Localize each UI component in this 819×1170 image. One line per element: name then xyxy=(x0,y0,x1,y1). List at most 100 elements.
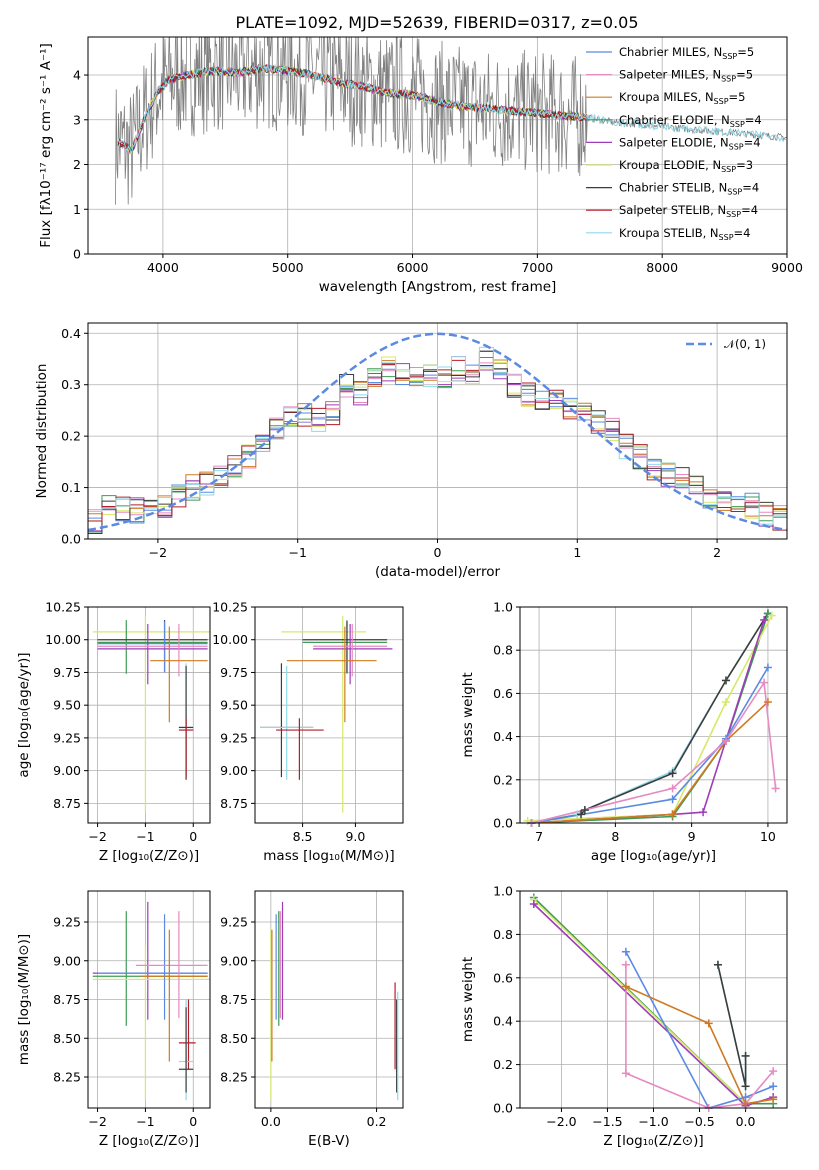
massweight-vs-age-plot-area xyxy=(527,613,777,823)
x-tick-label: −1.5 xyxy=(592,1114,622,1129)
x-tick-label: 4000 xyxy=(147,260,179,275)
x-tick-label: 9000 xyxy=(771,260,803,275)
mass-weight-line xyxy=(717,964,747,1087)
massweight-vs-Z-frame xyxy=(519,890,788,1109)
mass-vs-EBV-frame xyxy=(254,890,404,1109)
legend-entry: Chabrier ELODIE, NSSP=4 xyxy=(619,113,762,129)
legend-entry: Salpeter MILES, NSSP=5 xyxy=(619,68,753,84)
legend-nssp: =4 xyxy=(745,113,762,127)
model-spectrum-line xyxy=(117,63,787,155)
spectrum-frame xyxy=(87,36,788,255)
spectrum-legend: Chabrier MILES, NSSP=5 Salpeter MILES, NS… xyxy=(586,45,762,242)
y-tick-label: 0.4 xyxy=(493,1014,513,1029)
y-tick-label: 0.4 xyxy=(61,326,81,341)
y-axis-label: mass weight xyxy=(460,672,476,757)
massweight-vs-age-panel: 7 8 9 10 0.0 0.2 0.4 0.6 0.8 1.0 age [log₁₀(age/yr… xyxy=(460,600,788,864)
y-tick-label: 0.8 xyxy=(493,927,513,942)
massweight-vs-Z-panel: −2.0 −1.5 −1.0 −0.5 0.0 0.0 0.2 0.4 0.6 0.8 1.0 Z [… xyxy=(460,884,788,1149)
y-tick-label: 9.75 xyxy=(53,665,81,680)
y-tick-label: 9.25 xyxy=(53,915,81,930)
legend-nssp: =5 xyxy=(736,68,753,82)
x-axis-label: (data-model)/error xyxy=(375,564,501,580)
x-tick-label: −0.5 xyxy=(684,1114,714,1129)
x-tick-label: −1 xyxy=(136,829,154,844)
y-tick-label: 9.00 xyxy=(220,953,248,968)
legend-subscript: SSP xyxy=(721,165,736,174)
mass-vs-Z-plot-area xyxy=(92,901,210,1101)
x-tick-label: −2.0 xyxy=(546,1114,576,1129)
y-tick-label: 0 xyxy=(73,247,81,262)
y-tick-label: 0.2 xyxy=(493,772,513,787)
residuals-plot-area xyxy=(88,332,787,539)
mass-vs-EBV-panel: 0.0 0.2 8.25 8.50 8.75 9.00 9.25 E(B-V) xyxy=(220,890,404,1149)
legend-nssp: =4 xyxy=(734,226,751,240)
y-tick-label: 8.75 xyxy=(220,992,248,1007)
y-tick-label: 9.25 xyxy=(220,915,248,930)
x-axis-label: Z [log₁₀(Z/Z⊙)] xyxy=(99,1133,199,1149)
x-tick-label: 0 xyxy=(434,545,442,560)
spectrum-panel: 4000 5000 6000 7000 8000 9000 0 1 2 3 4 wavelength … xyxy=(38,36,803,295)
y-tick-label: 10.00 xyxy=(45,632,81,647)
age-vs-mass-plot-area xyxy=(260,616,393,813)
x-axis-label: E(B-V) xyxy=(308,1133,350,1149)
y-tick-label: 8.75 xyxy=(220,796,248,811)
y-tick-label: 9.25 xyxy=(53,730,81,745)
x-tick-label: 6000 xyxy=(397,260,429,275)
y-tick-label: 10.00 xyxy=(212,632,248,647)
x-tick-label: −2 xyxy=(88,829,106,844)
x-tick-label: −2 xyxy=(149,545,167,560)
x-tick-label: −1 xyxy=(136,1114,154,1129)
x-tick-label: 5000 xyxy=(272,260,304,275)
y-tick-label: 10.25 xyxy=(212,600,248,615)
x-tick-label: 10 xyxy=(760,829,776,844)
residuals-panel: −2 −1 0 1 2 0.0 0.1 0.2 0.3 0.4 (data-model)/error… xyxy=(34,322,788,580)
x-tick-label: −1.0 xyxy=(638,1114,668,1129)
y-tick-label: 8.50 xyxy=(53,1031,81,1046)
x-tick-label: 0.2 xyxy=(367,1114,387,1129)
mass-weight-line xyxy=(625,951,774,1108)
spectrum-plot-area xyxy=(115,37,787,205)
y-tick-label: 9.50 xyxy=(220,698,248,713)
y-tick-label: 9.25 xyxy=(220,730,248,745)
y-tick-label: 1.0 xyxy=(493,600,513,615)
y-tick-label: 0.0 xyxy=(61,532,81,547)
y-tick-label: 0.3 xyxy=(61,377,81,392)
x-tick-label: 8.5 xyxy=(293,829,313,844)
legend-nssp: =4 xyxy=(744,135,761,149)
mass-weight-line xyxy=(531,667,769,823)
age-vs-mass-panel: 8.5 9.0 8.75 9.00 9.25 9.50 9.75 10.00 10.25 mass… xyxy=(212,600,404,864)
x-tick-label: 0 xyxy=(189,1114,197,1129)
y-tick-label: 0.0 xyxy=(493,1101,513,1116)
legend-entry: Salpeter ELODIE, NSSP=4 xyxy=(619,135,761,151)
y-tick-label: 0.6 xyxy=(493,970,513,985)
mass-weight-line xyxy=(625,985,774,1105)
y-tick-label: 10.25 xyxy=(45,600,81,615)
x-axis-label: mass [log₁₀(M/M⊙)] xyxy=(263,848,394,864)
y-tick-label: 9.75 xyxy=(220,665,248,680)
legend-entry: Chabrier STELIB, NSSP=4 xyxy=(619,181,759,197)
massweight-vs-age-frame xyxy=(519,606,788,824)
y-tick-label: 9.00 xyxy=(220,763,248,778)
legend-subscript: SSP xyxy=(721,75,736,84)
x-tick-label: 7000 xyxy=(521,260,553,275)
y-tick-label: 8.50 xyxy=(220,1031,248,1046)
y-axis-label: mass [log₁₀(M/M⊙)] xyxy=(16,934,32,1065)
y-tick-label: 9.50 xyxy=(53,698,81,713)
y-axis-label: Flux [fλ10⁻¹⁷ erg cm⁻² s⁻¹ A⁻¹] xyxy=(38,43,54,248)
x-axis-label: age [log₁₀(age/yr)] xyxy=(591,848,716,864)
normal-curve xyxy=(88,332,787,532)
age-vs-Z-panel: −2 −1 0 8.75 9.00 9.25 9.50 9.75 10.00 10.25 Z [lo… xyxy=(16,600,211,864)
y-tick-label: 9.00 xyxy=(53,953,81,968)
legend-subscript: SSP xyxy=(730,120,745,129)
y-tick-label: 0.2 xyxy=(61,429,81,444)
legend-nssp: =3 xyxy=(736,158,753,172)
y-axis-label: Normed distribution xyxy=(34,364,50,499)
x-axis-label: wavelength [Angstrom, rest frame] xyxy=(319,279,557,295)
y-tick-label: 0.0 xyxy=(493,816,513,831)
residual-histogram xyxy=(88,346,787,539)
x-tick-label: 0 xyxy=(189,829,197,844)
y-axis-label: mass weight xyxy=(460,957,476,1042)
y-tick-label: 1 xyxy=(73,202,81,217)
legend-subscript: SSP xyxy=(729,142,744,151)
